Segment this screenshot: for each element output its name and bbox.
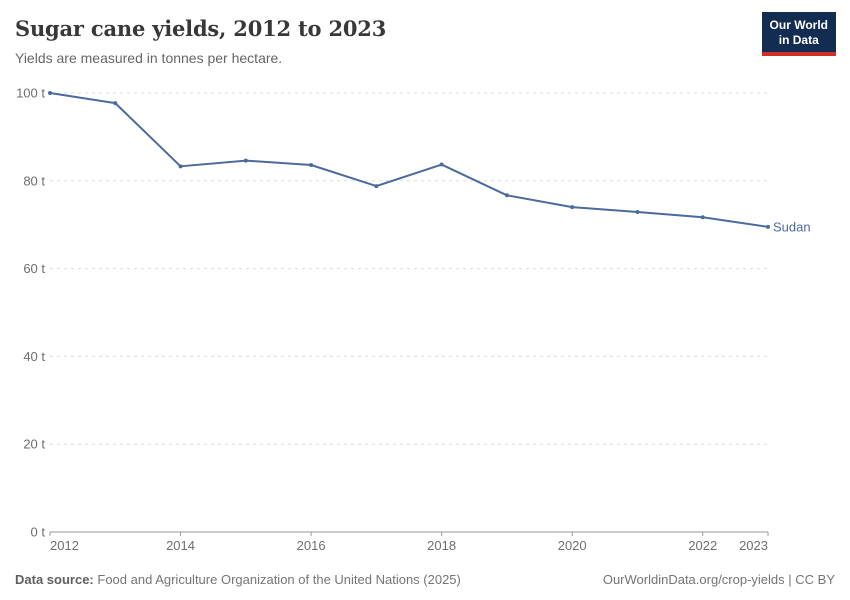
data-source-text: Food and Agriculture Organization of the… — [97, 572, 461, 587]
data-point[interactable] — [178, 164, 183, 169]
x-tick-label: 2012 — [50, 538, 79, 553]
owid-logo-line2: in Data — [778, 33, 819, 47]
data-point[interactable] — [570, 205, 575, 210]
footer-citation-link[interactable]: OurWorldinData.org/crop-yields | CC BY — [602, 572, 835, 587]
owid-logo-line1: Our World — [769, 18, 828, 32]
data-point[interactable] — [309, 162, 314, 167]
x-tick-label: 2016 — [297, 538, 326, 553]
x-tick-label: 2022 — [688, 538, 717, 553]
data-point[interactable] — [635, 209, 640, 214]
y-tick-label: 60 t — [23, 261, 45, 276]
data-point[interactable] — [48, 91, 52, 95]
data-point[interactable] — [439, 162, 444, 167]
data-source-label: Data source: — [15, 572, 94, 587]
data-point[interactable] — [243, 158, 248, 163]
chart-header: Sugar cane yields, 2012 to 2023 Yields a… — [15, 16, 750, 66]
x-tick-label: 2020 — [558, 538, 587, 553]
x-tick-label: 2014 — [166, 538, 195, 553]
series-line-sudan[interactable] — [49, 92, 769, 228]
chart-subtitle: Yields are measured in tonnes per hectar… — [15, 50, 283, 66]
y-tick-label: 100 t — [16, 86, 45, 101]
y-tick-label: 80 t — [23, 173, 45, 188]
y-tick-label: 20 t — [23, 437, 45, 452]
data-point[interactable] — [504, 193, 509, 198]
x-tick-label: 2018 — [427, 538, 456, 553]
data-point[interactable] — [374, 184, 379, 189]
chart-footer: Data source: Food and Agriculture Organi… — [15, 572, 835, 587]
series-label[interactable]: Sudan — [773, 219, 811, 234]
y-tick-label: 0 t — [31, 525, 46, 540]
data-source: Data source: Food and Agriculture Organi… — [15, 572, 461, 587]
page-title: Sugar cane yields, 2012 to 2023 — [15, 16, 387, 41]
data-point[interactable] — [766, 224, 770, 229]
x-tick-label: 2023 — [739, 538, 768, 553]
y-tick-label: 40 t — [23, 349, 45, 364]
owid-logo[interactable]: Our World in Data — [761, 12, 836, 56]
data-point[interactable] — [700, 215, 705, 220]
data-point[interactable] — [113, 101, 118, 106]
